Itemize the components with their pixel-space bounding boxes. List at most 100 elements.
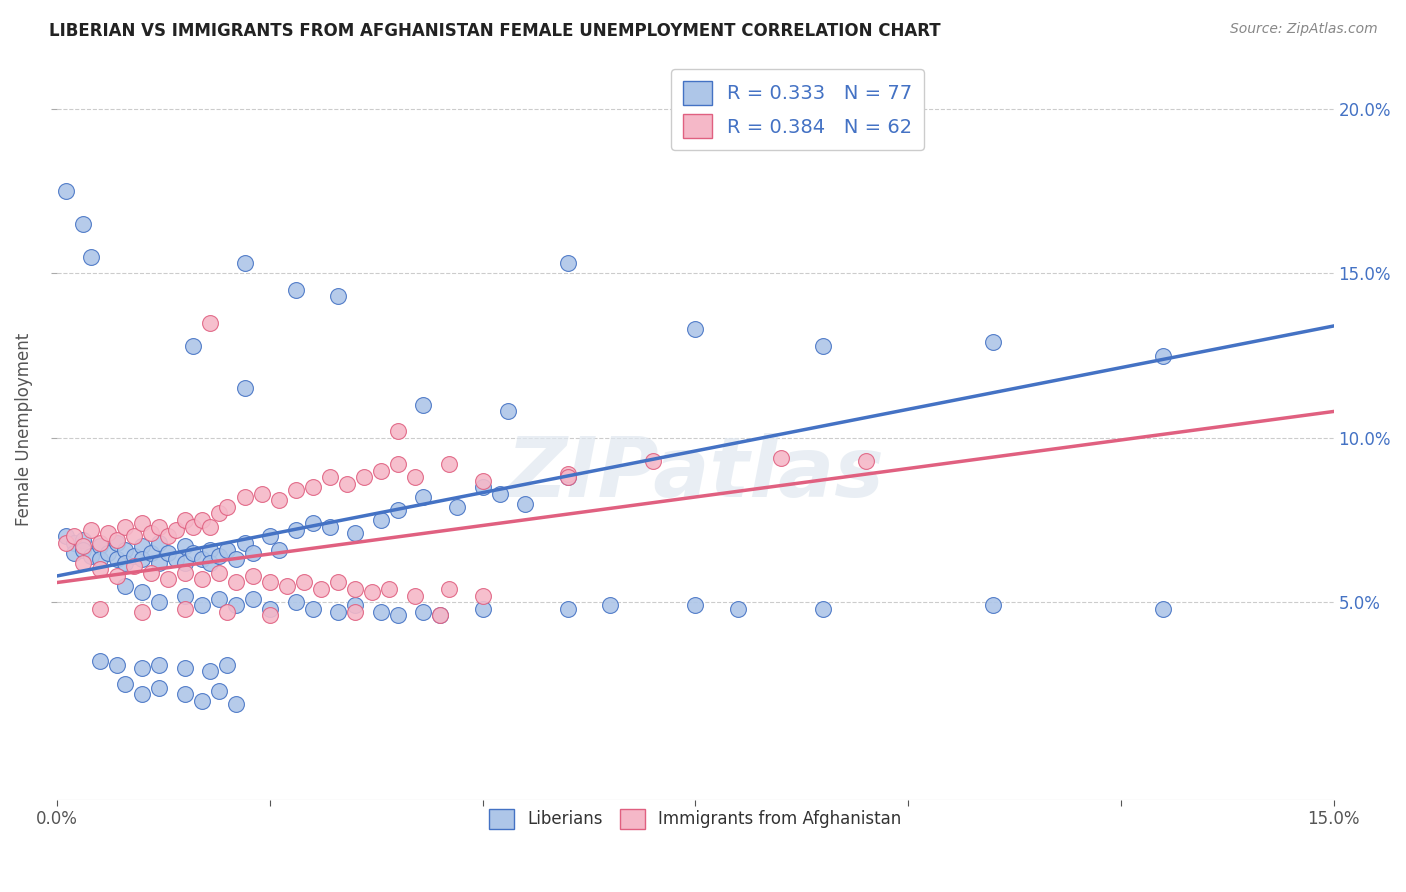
Point [344, 599, 367, 613]
Point [412, 490, 434, 504]
Point [165, 552, 187, 566]
Point [387, 503, 409, 517]
Point [685, 599, 707, 613]
Point [55, 529, 77, 543]
Point [370, 513, 392, 527]
Point [284, 283, 307, 297]
Point [165, 523, 187, 537]
Point [208, 566, 231, 580]
Point [131, 605, 153, 619]
Point [326, 605, 349, 619]
Point [139, 526, 162, 541]
Point [404, 589, 426, 603]
Text: ZIPatlas: ZIPatlas [506, 434, 884, 515]
Point [131, 516, 153, 531]
Point [131, 539, 153, 553]
Point [97, 526, 120, 541]
Point [131, 585, 153, 599]
Point [981, 599, 1004, 613]
Point [63, 536, 86, 550]
Point [174, 566, 197, 580]
Point [599, 599, 621, 613]
Point [769, 450, 792, 465]
Point [370, 464, 392, 478]
Point [89, 539, 111, 553]
Point [259, 608, 281, 623]
Point [276, 579, 298, 593]
Point [191, 572, 214, 586]
Point [55, 184, 77, 198]
Point [498, 404, 520, 418]
Point [183, 339, 205, 353]
Point [156, 529, 179, 543]
Point [139, 546, 162, 560]
Point [174, 661, 197, 675]
Point [429, 608, 451, 623]
Point [233, 536, 256, 550]
Point [191, 694, 214, 708]
Point [284, 595, 307, 609]
Point [412, 605, 434, 619]
Point [326, 289, 349, 303]
Text: Source: ZipAtlas.com: Source: ZipAtlas.com [1230, 22, 1378, 37]
Point [55, 536, 77, 550]
Point [471, 601, 494, 615]
Point [301, 480, 323, 494]
Point [200, 665, 222, 679]
Point [156, 572, 179, 586]
Point [412, 398, 434, 412]
Point [981, 335, 1004, 350]
Point [72, 542, 94, 557]
Point [284, 483, 307, 498]
Point [174, 513, 197, 527]
Point [387, 424, 409, 438]
Point [122, 529, 145, 543]
Point [80, 250, 103, 264]
Point [437, 582, 460, 596]
Point [242, 546, 264, 560]
Point [378, 582, 401, 596]
Point [292, 575, 315, 590]
Point [191, 513, 214, 527]
Point [242, 569, 264, 583]
Point [63, 546, 86, 560]
Point [344, 582, 367, 596]
Point [233, 381, 256, 395]
Point [267, 493, 290, 508]
Point [471, 480, 494, 494]
Point [72, 533, 94, 547]
Point [89, 654, 111, 668]
Point [114, 579, 136, 593]
Point [1152, 601, 1174, 615]
Point [114, 519, 136, 533]
Point [488, 486, 510, 500]
Point [318, 519, 340, 533]
Point [200, 556, 222, 570]
Point [301, 601, 323, 615]
Point [353, 470, 375, 484]
Point [336, 476, 359, 491]
Point [344, 526, 367, 541]
Point [344, 605, 367, 619]
Point [174, 556, 197, 570]
Point [387, 608, 409, 623]
Point [208, 549, 231, 564]
Point [148, 536, 170, 550]
Point [139, 566, 162, 580]
Point [174, 539, 197, 553]
Point [105, 536, 128, 550]
Text: LIBERIAN VS IMMIGRANTS FROM AFGHANISTAN FEMALE UNEMPLOYMENT CORRELATION CHART: LIBERIAN VS IMMIGRANTS FROM AFGHANISTAN … [49, 22, 941, 40]
Point [855, 454, 877, 468]
Point [200, 519, 222, 533]
Point [72, 539, 94, 553]
Point [174, 687, 197, 701]
Point [183, 546, 205, 560]
Point [404, 470, 426, 484]
Point [284, 523, 307, 537]
Point [148, 556, 170, 570]
Point [515, 497, 537, 511]
Point [208, 684, 231, 698]
Point [105, 533, 128, 547]
Point [301, 516, 323, 531]
Point [233, 256, 256, 270]
